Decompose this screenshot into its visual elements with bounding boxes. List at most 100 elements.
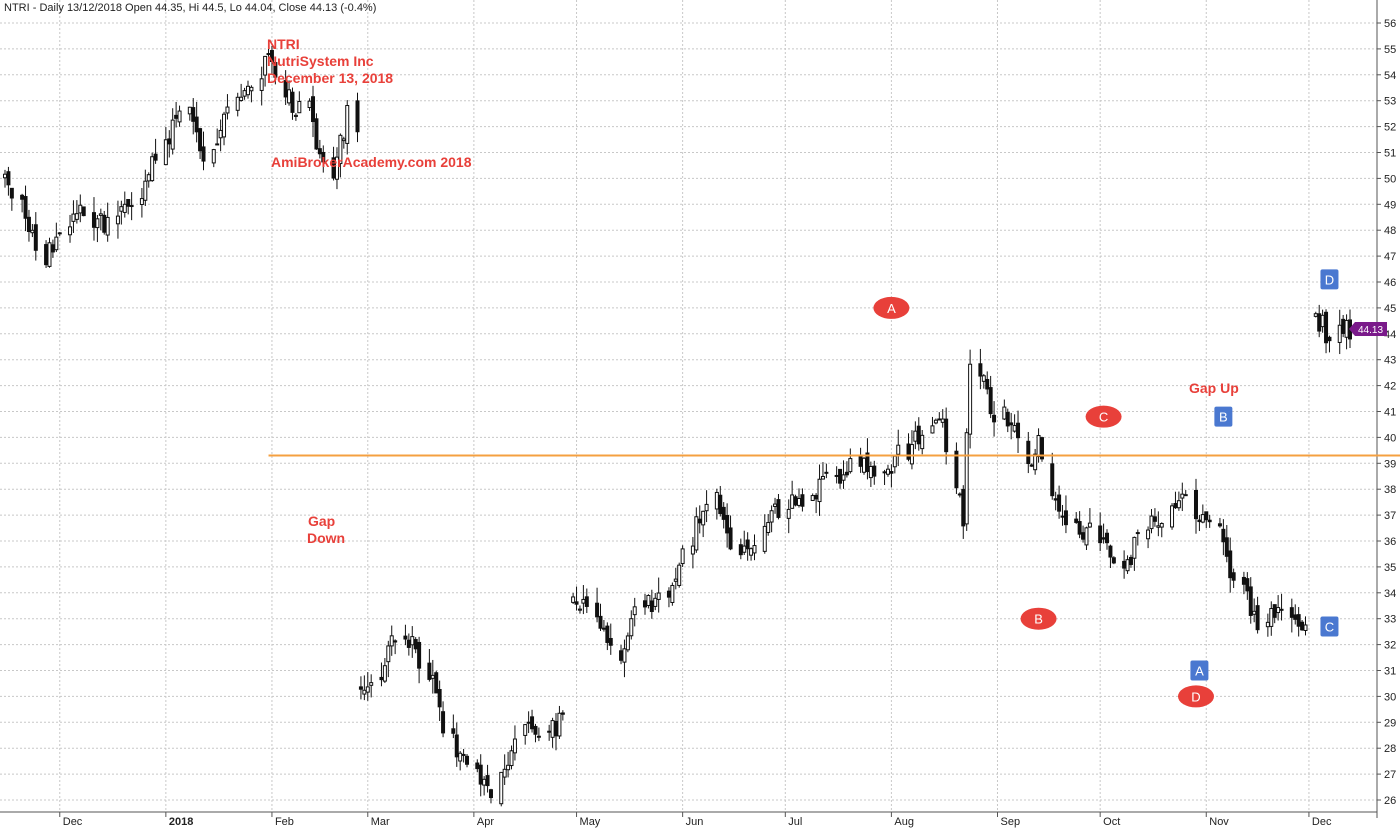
candle [502,754,507,785]
candle-body-down [1009,422,1014,426]
candle-body-down [1228,550,1233,579]
candle [694,507,699,553]
candle [126,198,131,215]
candle [115,200,120,239]
candle-body-up [629,618,634,637]
candle-body-down [417,641,422,669]
candle [981,374,986,389]
y-tick-label: 30 [1384,691,1396,703]
candle [1050,452,1055,500]
candle [584,588,589,614]
candle-body-up [1002,406,1007,420]
x-tick-label: Mar [371,816,390,828]
candle-body-up [74,213,79,220]
candle [1207,514,1212,528]
last-price-tag: 44.13 [1349,322,1387,336]
candle [1016,410,1021,453]
label-text: D [1191,689,1200,704]
candle [988,375,993,419]
y-tick-label: 32 [1384,640,1396,652]
candle-body-up [690,545,695,555]
candle [403,624,408,646]
candle-body-up [1180,493,1185,499]
candle-body-down [153,153,158,161]
candle-body-down [601,627,606,630]
candle-body-up [834,474,839,477]
candle-body-down [1081,532,1086,540]
candle [512,725,517,761]
candle [1063,495,1068,534]
candle-body-up [263,55,268,76]
candle-body-down [838,468,843,484]
candle-body-down [608,637,613,646]
candle-body-down [1111,557,1116,564]
candle-body-up [581,598,586,604]
candle [1324,309,1329,354]
candle [98,208,103,231]
candle-body-down [944,418,949,453]
candle-body-up [71,213,76,222]
candle [677,562,682,588]
candle [211,148,216,168]
x-tick-label: Nov [1209,816,1229,828]
candle-body-up [646,594,651,606]
candle [872,460,877,485]
label-square [1320,269,1339,290]
candle [283,70,288,105]
candle-body-down [1197,519,1202,523]
candle-body-up [1132,536,1137,559]
candle [985,371,990,395]
candle-body-down [1248,586,1253,616]
candle-body-down [1077,521,1082,535]
candle-body-up [239,96,244,102]
candle-body-down [23,196,28,219]
candle-body-up [1269,608,1274,627]
x-tick-label: Oct [1103,816,1120,828]
candle-body-up [170,119,175,150]
y-tick-label: 47 [1384,251,1396,263]
candle-body-up [981,375,986,382]
candle-body-up [1276,607,1281,614]
candle-body-up [714,491,719,510]
y-tick-label: 31 [1384,666,1396,678]
candle-body-down [1074,518,1079,523]
pattern-label-square-b: B [1214,406,1233,427]
candle-body-up [430,674,435,679]
candle [54,222,59,253]
candle [632,597,637,627]
candle [334,147,339,190]
candle-body-up [930,425,935,434]
candle [1009,412,1014,440]
candle [1152,508,1157,527]
candle-body-up [523,724,528,736]
label-text: A [887,301,896,316]
candle [1204,511,1209,529]
candle-body-down [406,639,411,648]
candle [461,748,466,763]
candle-body-down [649,600,654,613]
y-tick-labels: 26 27 28 29 30 31 32 33 34 35 36 37 38 39 40 41 42 43 44 45… [1384,18,1396,807]
candle [23,185,28,232]
candle [338,133,343,178]
candle [1026,431,1031,474]
candle-body-up [862,457,867,473]
candle-body-down [1272,604,1277,618]
y-tick-label: 42 [1384,381,1396,393]
candle [1193,478,1198,534]
candle [437,680,442,721]
candle [933,418,938,425]
candle-body-down [1300,621,1305,631]
candle-body-down [1063,510,1068,526]
candle-body-up [410,636,415,646]
pattern-label-square-d: D [1320,269,1339,290]
candle-body-up [369,682,374,686]
candle-body-up [957,493,962,496]
ticker-label: NTRI [267,36,300,52]
candle [728,515,733,551]
candle-body-down [619,650,624,661]
candle [259,66,264,106]
candle-body-up [1200,514,1205,523]
candle [1289,598,1294,633]
